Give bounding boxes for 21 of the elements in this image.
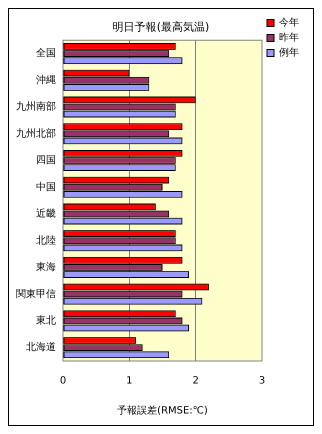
y-tick-label: 北海道 xyxy=(26,341,56,354)
y-tick-label: 北陸 xyxy=(36,234,56,246)
y-tick-label: 九州南部 xyxy=(16,100,56,113)
x-axis-title: 予報誤差(RMSE:℃) xyxy=(117,404,208,417)
y-tick-label: 中国 xyxy=(36,180,56,193)
y-tick-label: 全国 xyxy=(36,47,56,60)
legend-label: 昨年 xyxy=(279,32,299,44)
y-tick-label: 沖縄 xyxy=(36,74,56,86)
y-tick-label: 九州北部 xyxy=(16,127,56,140)
y-tick-label: 東北 xyxy=(36,314,56,326)
x-tick-label: 1 xyxy=(126,376,133,387)
chart-title: 明日予報(最高気温) xyxy=(112,20,210,34)
y-tick-label: 東海 xyxy=(36,261,56,274)
y-tick-label: 近畿 xyxy=(36,208,56,220)
y-tick-label: 関東甲信 xyxy=(16,288,56,300)
y-tick-label: 四国 xyxy=(36,155,56,166)
x-tick-label: 3 xyxy=(258,376,266,387)
legend-label: 今年 xyxy=(279,16,299,29)
legend-label: 例年 xyxy=(279,46,299,59)
x-tick-label: 2 xyxy=(192,376,199,387)
x-tick-label: 0 xyxy=(60,376,66,387)
